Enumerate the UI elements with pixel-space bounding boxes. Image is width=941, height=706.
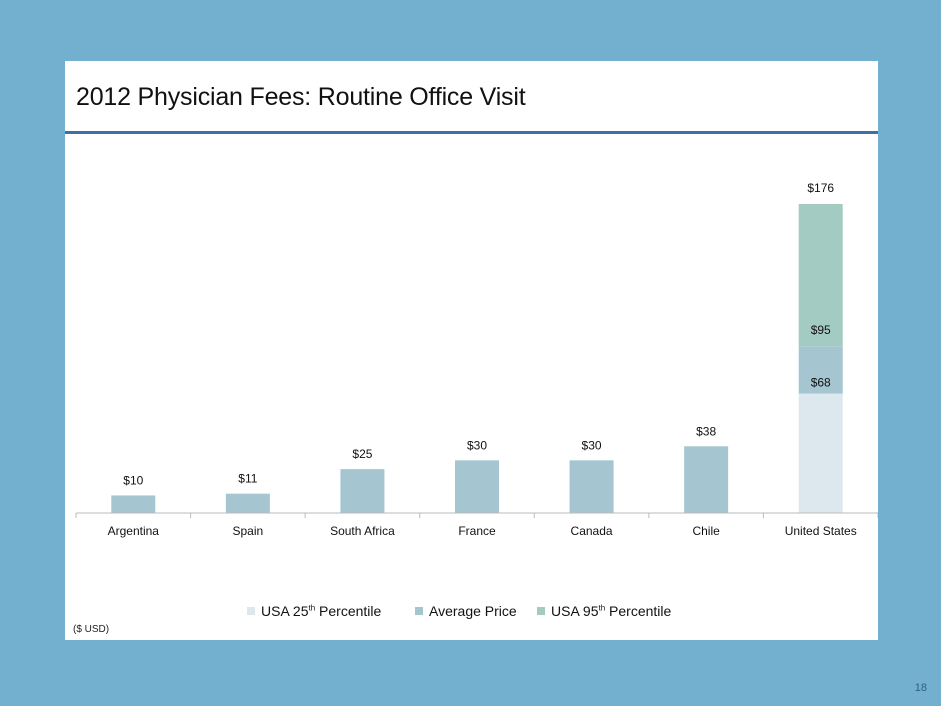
bar-argentina — [111, 495, 156, 513]
units-note: ($ USD) — [73, 624, 110, 635]
legend-swatch-usa-25th — [247, 607, 255, 615]
legend-label-usa-95th: USA 95th Percentile — [551, 603, 672, 619]
slide-title: 2012 Physician Fees: Routine Office Visi… — [76, 83, 526, 111]
bar-france — [455, 460, 499, 513]
bar-chile — [684, 446, 729, 513]
bar-chart: $10 Argentina $11 Spain $25 South Africa $30 Fr… — [75, 181, 878, 538]
legend-label-usa-25th: USA 25th Percentile — [261, 603, 382, 619]
legend-item-average-price: Average Price — [415, 603, 517, 619]
title-rule — [65, 131, 878, 134]
x-tick-label-united-states: United States — [785, 524, 857, 538]
data-label-argentina: $10 — [123, 473, 143, 487]
data-label-usa-25th: $68 — [811, 376, 831, 390]
legend-label-average-price: Average Price — [429, 603, 517, 619]
x-tick-label-south-africa: South Africa — [330, 524, 395, 538]
legend-swatch-average-price — [415, 607, 423, 615]
x-tick-label-chile: Chile — [692, 524, 720, 538]
bar-united-states-average-price — [798, 346, 843, 394]
bar-canada — [569, 460, 614, 513]
x-tick-label-argentina: Argentina — [108, 524, 160, 538]
data-label-spain: $11 — [238, 472, 257, 486]
data-label-usa-95th: $176 — [807, 181, 834, 195]
data-label-france: $30 — [467, 438, 487, 452]
data-label-chile: $38 — [696, 424, 716, 438]
bar-south-africa — [340, 469, 385, 513]
page-number: 18 — [914, 682, 927, 694]
legend-item-usa-25th: USA 25th Percentile — [247, 603, 381, 619]
legend-swatch-usa-95th — [537, 607, 545, 615]
legend: USA 25th Percentile Average Price USA 95… — [65, 603, 878, 623]
x-tick-label-spain: Spain — [233, 524, 264, 538]
bar-spain — [225, 493, 270, 513]
slide: 2012 Physician Fees: Routine Office Visi… — [65, 61, 878, 640]
legend-item-usa-95th: USA 95th Percentile — [537, 603, 671, 619]
data-label-south-africa: $25 — [352, 447, 372, 461]
bar-usa-25th-percentile — [798, 393, 843, 513]
data-label-canada: $30 — [582, 438, 602, 452]
x-tick-label-france: France — [458, 524, 496, 538]
data-label-united-states-average: $95 — [811, 323, 831, 337]
x-tick-label-canada: Canada — [571, 524, 613, 538]
bar-usa-95th-percentile — [798, 204, 843, 347]
